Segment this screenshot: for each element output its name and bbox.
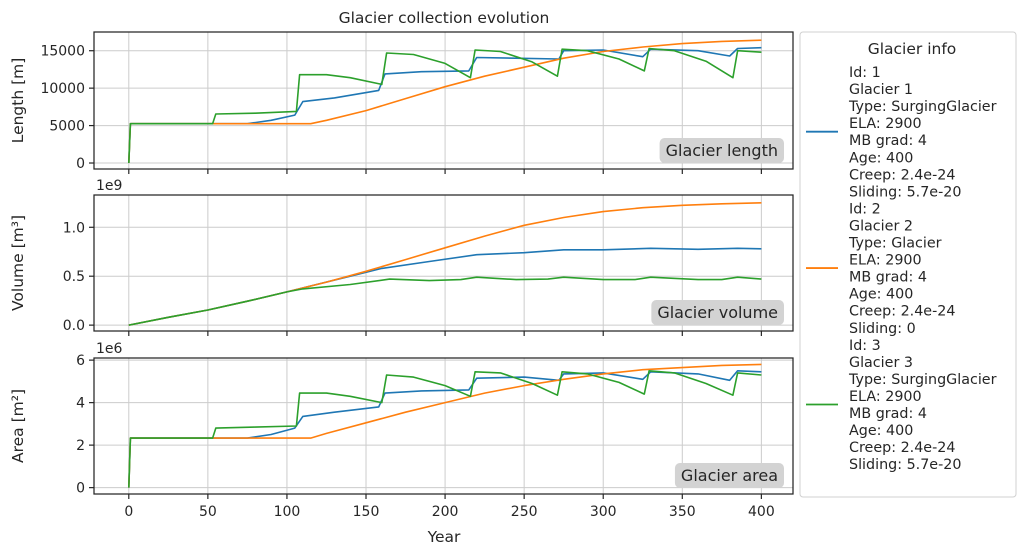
y-offset-label: 1e6 [96,341,123,357]
legend-entry-text: Id: 2 [849,201,881,217]
y-tick-label: 15000 [40,44,85,60]
y-tick-label: 5000 [49,119,85,135]
subplot-length: 0 5000 10000 15000 Length [m] Glacier length [9,31,794,174]
legend-entry-text: Creep: 2.4e-24 [849,440,955,456]
chart-title: Glacier collection evolution [339,9,550,27]
y-tick-label: 0 [76,481,85,497]
legend-entry-text: Age: 400 [849,150,913,166]
annotation-background [659,138,784,163]
legend-entry-text: Type: SurgingGlacier [848,372,997,388]
y-axis-label: Volume [m³] [9,215,27,311]
y-axis-label: Length [m] [9,58,27,144]
panel-annotation: Glacier area [681,466,778,485]
legend-entry-text: Sliding: 5.7e-20 [849,184,961,200]
series-line-2-area [128,363,762,488]
y-axis-label: Area [m²] [9,389,27,463]
legend-entry-text: Glacier 1 [849,82,913,98]
x-tick-label: 200 [432,504,459,520]
y-tick-label: 2 [76,438,85,454]
legend-entry-text: Glacier 2 [849,218,913,234]
x-tick-label: 300 [590,504,617,520]
legend-entry-text: MB grad: 4 [849,270,927,286]
legend-entry-text: Glacier 3 [849,355,913,371]
y-tick-label: 1.0 [63,220,85,236]
annotation-background [674,463,784,488]
x-tick-label: 50 [199,504,217,520]
subplot-area: 0 50 100 150 200 250 300 350 400 0 2 4 6 1e6 Area [m²]… [9,341,794,520]
y-tick-label: 0.0 [63,318,85,334]
legend-entry-text: Type: SurgingGlacier [848,99,997,115]
y-tick-label: 10000 [40,81,85,97]
legend-entry-text: Type: Glacier [848,236,942,252]
panel-annotation-badge: Glacier volume [651,300,784,325]
legend-entry-text: Id: 1 [849,65,881,81]
y-tick-label: 0 [76,156,85,172]
axes-frame [93,194,794,332]
x-tick-label: 250 [511,504,538,520]
x-tick-label: 400 [748,504,775,520]
legend-entry-text: Creep: 2.4e-24 [849,304,955,320]
legend-entry-text: ELA: 2900 [849,116,922,132]
x-tick-label: 150 [353,504,380,520]
panel-annotation: Glacier volume [657,303,778,322]
legend-entry-text: Id: 3 [849,338,881,354]
y-tick-label: 6 [76,353,85,369]
series-line-3-volume [128,276,762,326]
legend-entry-text: ELA: 2900 [849,253,922,269]
y-tick-label: 0.5 [63,269,85,285]
series-line-3-length [128,47,762,164]
legend-entry-text: Age: 400 [849,423,913,439]
x-tick-label: 100 [274,504,301,520]
panel-annotation: Glacier length [666,141,778,160]
axes-frame [93,31,794,170]
x-tick-label: 350 [669,504,696,520]
series-line-2-length [128,39,762,164]
axes-frame [93,357,794,495]
y-offset-label: 1e9 [96,178,122,194]
legend-entry-text: Creep: 2.4e-24 [849,167,955,183]
x-axis-label: Year [427,528,461,546]
legend-entry-text: Sliding: 0 [849,321,916,337]
annotation-background [651,300,784,325]
legend-entry-text: Age: 400 [849,287,913,303]
legend-box [799,31,1017,498]
legend-title: Glacier info [868,40,957,58]
series-line-1-length [128,46,762,164]
panel-annotation-badge: Glacier area [674,463,784,488]
panel-annotation-badge: Glacier length [659,138,784,163]
y-tick-label: 4 [76,396,85,412]
legend-entry-text: MB grad: 4 [849,133,927,149]
legend-entry-text: MB grad: 4 [849,406,927,422]
x-tick-label: 0 [124,504,133,520]
legend-entry-text: ELA: 2900 [849,389,922,405]
series-line-3-area [128,369,762,488]
subplot-volume: 0.0 0.5 1.0 1e9 Volume [m³] Glacier volume [9,178,794,336]
legend-entry-text: Sliding: 5.7e-20 [849,457,961,473]
